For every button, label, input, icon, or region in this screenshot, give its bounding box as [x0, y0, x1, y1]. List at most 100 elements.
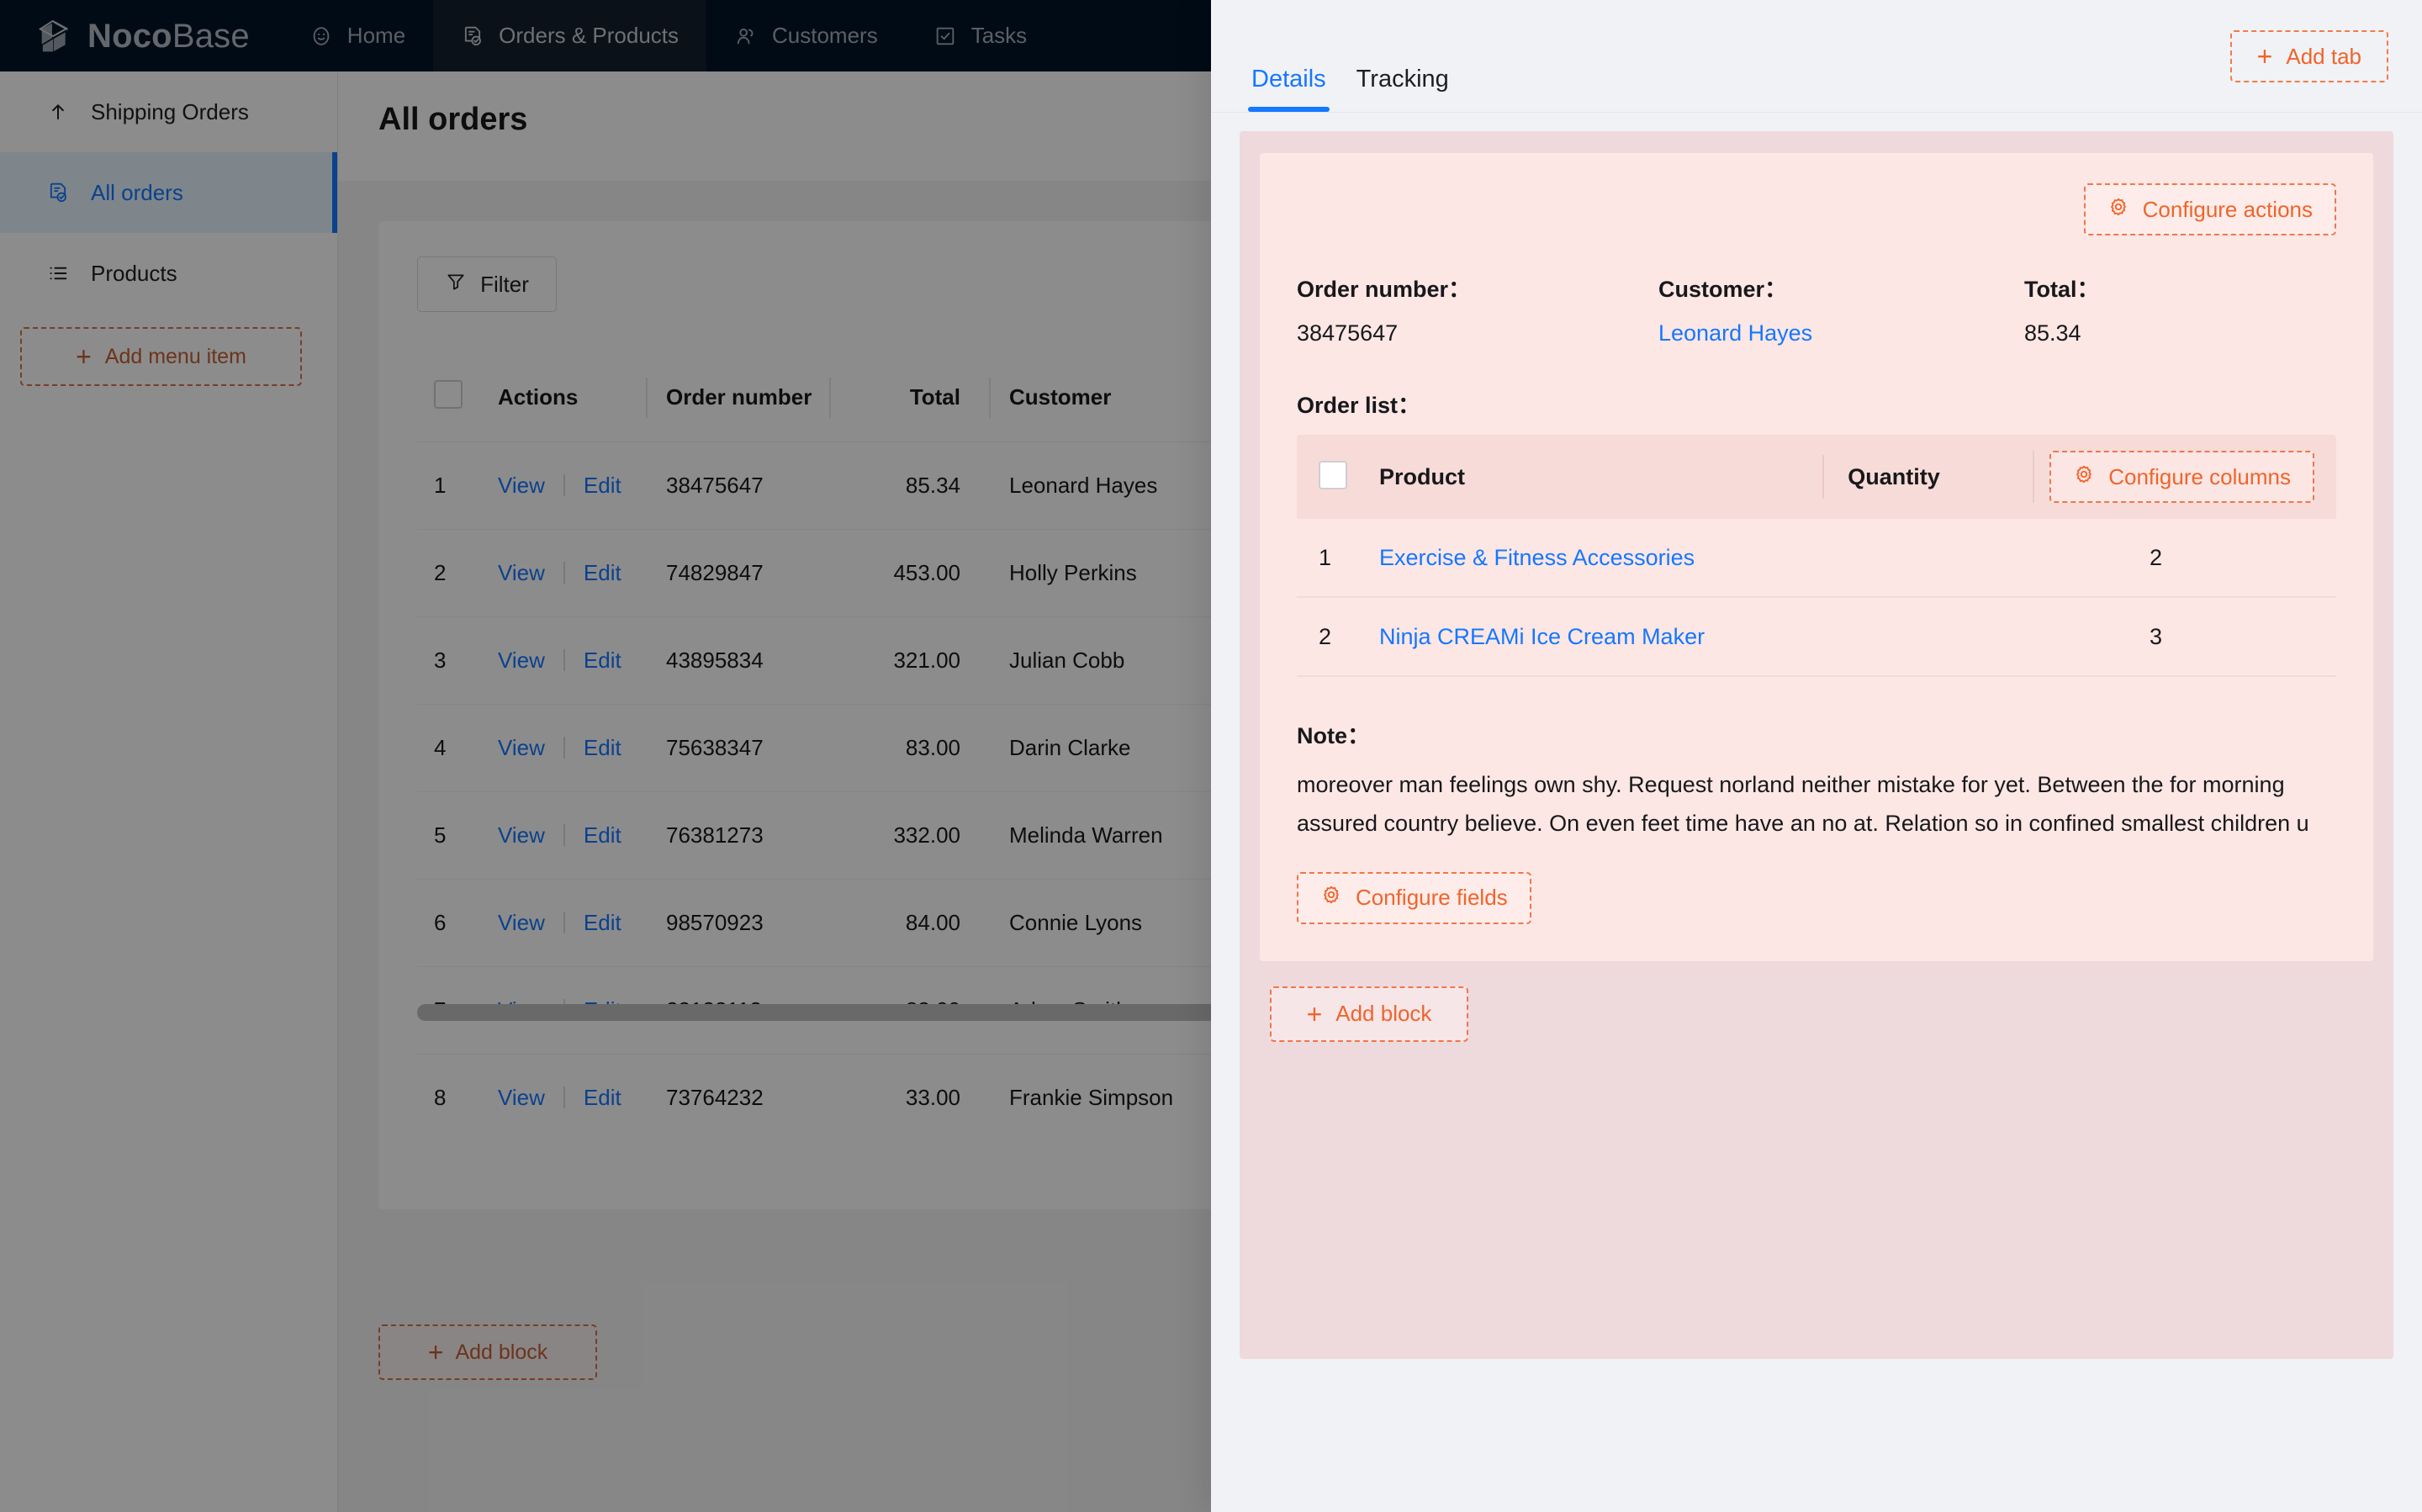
order-details-block: Configure actions Order number： 38475647…	[1260, 153, 2373, 961]
row-actions: View Edit	[498, 790, 666, 879]
tab-details-label: Details	[1251, 66, 1326, 93]
add-tab-label: Add tab	[2286, 43, 2361, 69]
view-link[interactable]: View	[498, 647, 545, 673]
row-index: 1	[417, 441, 498, 529]
nav-item-customers-label: Customers	[772, 23, 878, 48]
users-icon	[734, 24, 758, 48]
view-link[interactable]: View	[498, 822, 545, 848]
gear-icon	[2073, 463, 2095, 491]
edit-link[interactable]: Edit	[583, 647, 621, 673]
edit-link[interactable]: Edit	[583, 822, 621, 848]
action-divider	[563, 648, 565, 671]
row-total: 85.34	[849, 441, 1009, 529]
add-tab-button[interactable]: + Add tab	[2229, 30, 2388, 82]
edit-link[interactable]: Edit	[583, 1084, 621, 1110]
row-actions: View Edit	[498, 1053, 666, 1141]
brand-text-part1: Noco	[87, 17, 172, 55]
field-order-number-value: 38475647	[1297, 320, 1399, 346]
row-actions: View Edit	[498, 703, 666, 791]
action-divider	[563, 561, 565, 584]
plus-icon: +	[427, 1337, 444, 1367]
order-list-row-index: 2	[1319, 623, 1332, 649]
sidebar-item-products-label: Products	[91, 260, 177, 286]
view-link[interactable]: View	[498, 909, 545, 935]
order-list-section-label: Order list：	[1297, 393, 1421, 418]
tab-details[interactable]: Details	[1236, 66, 1341, 112]
row-order-number: 73764232	[666, 1053, 849, 1141]
nav-item-orders-products-label: Orders & Products	[499, 23, 680, 48]
list-item[interactable]: 1 Exercise & Fitness Accessories 2	[1297, 519, 2336, 598]
row-actions: View Edit	[498, 441, 666, 529]
list-item[interactable]: 2 Ninja CREAMi Ice Cream Maker 3	[1297, 598, 2336, 677]
configure-actions-button[interactable]: Configure actions	[2083, 183, 2336, 235]
sidebar-item-products[interactable]: Products	[0, 233, 337, 314]
sidebar-item-shipping-orders[interactable]: Shipping Orders	[0, 71, 337, 152]
filter-button-label: Filter	[480, 271, 529, 297]
configure-columns-button[interactable]: Configure columns	[2049, 451, 2314, 503]
action-divider	[563, 473, 565, 496]
row-index: 4	[417, 703, 498, 791]
select-all-checkbox[interactable]	[1319, 460, 1347, 489]
row-order-number: 43895834	[666, 616, 849, 704]
brand-logo[interactable]: NocoBase	[0, 0, 282, 71]
view-link[interactable]: View	[498, 559, 545, 585]
nav-item-orders-products[interactable]: Orders & Products	[433, 0, 707, 71]
drawer-body: Configure actions Order number： 38475647…	[1211, 113, 2422, 1512]
scrollbar-thumb[interactable]	[417, 1004, 1334, 1021]
order-list-table: Product Quantity Configure col	[1297, 435, 2336, 677]
note-text: moreover man feelings own shy. Request n…	[1297, 772, 2309, 837]
brand-text-part2: Base	[172, 17, 250, 55]
order-list-select-all-cell	[1319, 460, 1379, 494]
field-customer-value[interactable]: Leonard Hayes	[1658, 320, 1813, 346]
row-total: 321.00	[849, 616, 1009, 704]
drawer-add-block-button[interactable]: + Add block	[1270, 986, 1468, 1042]
view-link[interactable]: View	[498, 1084, 545, 1110]
row-total: 84.00	[849, 878, 1009, 966]
configure-fields-button[interactable]: Configure fields	[1297, 871, 1531, 924]
field-customer-label: Customer：	[1658, 277, 1788, 302]
field-order-number-label: Order number：	[1297, 277, 1472, 302]
select-all-checkbox[interactable]	[434, 380, 463, 410]
row-order-number: 38475647	[666, 441, 849, 529]
configure-fields-label: Configure fields	[1356, 885, 1508, 911]
page-title: All orders	[378, 102, 528, 137]
drawer-add-block-label: Add block	[1335, 1001, 1432, 1027]
configure-columns-cell: Configure columns	[2033, 451, 2336, 503]
configure-actions-row: Configure actions	[1297, 183, 2336, 235]
order-list-row-quantity: 2	[2150, 544, 2163, 570]
row-index: 3	[417, 616, 498, 704]
order-list-row-product[interactable]: Exercise & Fitness Accessories	[1379, 544, 1695, 570]
tab-tracking-label: Tracking	[1356, 66, 1449, 93]
gear-icon	[1320, 884, 1342, 912]
edit-link[interactable]: Edit	[583, 734, 621, 760]
view-link[interactable]: View	[498, 472, 545, 498]
row-order-number: 74829847	[666, 528, 849, 616]
column-header-quantity: Quantity	[1822, 455, 2033, 499]
add-menu-item-button[interactable]: + Add menu item	[20, 327, 302, 386]
add-block-button[interactable]: + Add block	[378, 1324, 597, 1380]
nav-item-home[interactable]: Home	[282, 0, 433, 71]
sidebar-item-all-orders[interactable]: All orders	[0, 152, 337, 233]
view-link[interactable]: View	[498, 734, 545, 760]
edit-link[interactable]: Edit	[583, 559, 621, 585]
edit-link[interactable]: Edit	[583, 472, 621, 498]
plus-icon: +	[1306, 998, 1323, 1029]
nav-item-tasks[interactable]: Tasks	[906, 0, 1055, 71]
drawer-tabs: Details Tracking	[1236, 66, 1464, 112]
column-header-order-number: Order number	[646, 354, 849, 442]
row-total: 83.00	[849, 703, 1009, 791]
row-order-number: 76381273	[666, 790, 849, 879]
column-header-total: Total	[829, 354, 1009, 442]
order-list-row-product[interactable]: Ninja CREAMi Ice Cream Maker	[1379, 623, 1705, 649]
nav-item-customers[interactable]: Customers	[706, 0, 906, 71]
filter-button[interactable]: Filter	[417, 256, 557, 312]
edit-link[interactable]: Edit	[583, 909, 621, 935]
configure-actions-label: Configure actions	[2142, 196, 2313, 222]
row-index: 6	[417, 878, 498, 966]
row-actions: View Edit	[498, 878, 666, 966]
nav-item-tasks-label: Tasks	[970, 23, 1028, 48]
field-order-number: Order number： 38475647	[1297, 271, 1658, 346]
tab-tracking[interactable]: Tracking	[1341, 66, 1464, 112]
add-block-label: Add block	[455, 1340, 548, 1364]
sidebar-item-all-orders-label: All orders	[91, 179, 183, 205]
